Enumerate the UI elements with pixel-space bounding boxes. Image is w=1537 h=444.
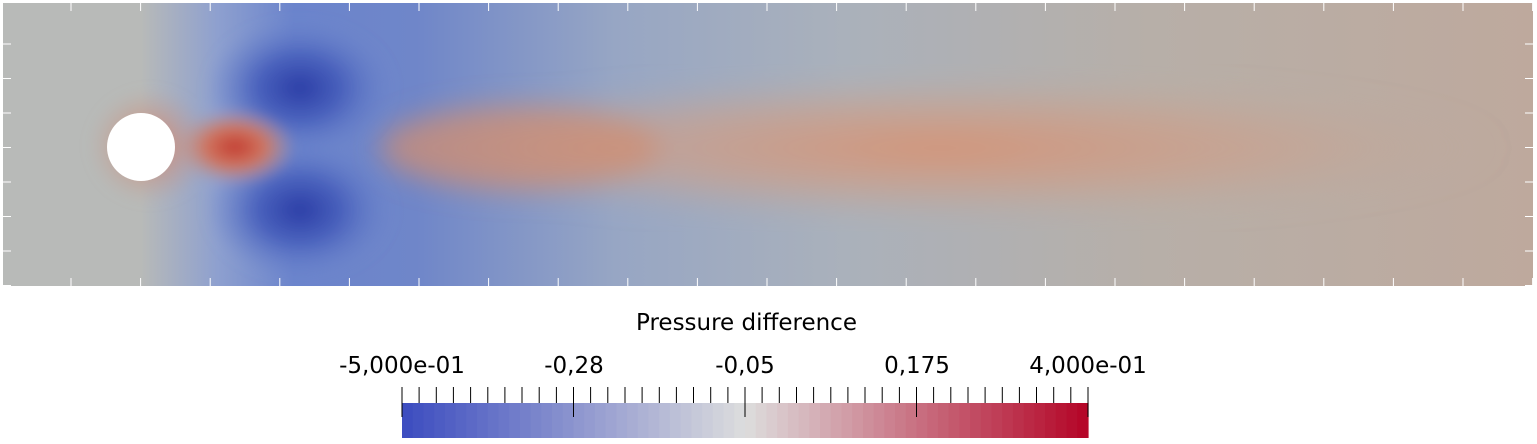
colorbar-segment xyxy=(734,403,746,438)
colorbar-segment xyxy=(1066,403,1078,438)
colorbar-segment xyxy=(916,403,928,438)
colorbar-segment xyxy=(477,403,489,438)
legend-tick-label: -5,000e-01 xyxy=(339,353,465,379)
colorbar-segment xyxy=(980,403,993,438)
colorbar-segment xyxy=(959,403,971,438)
colorbar-segment xyxy=(755,403,768,438)
colorbar-segment xyxy=(498,403,510,438)
colorbar-segment xyxy=(702,403,714,438)
colorbar-segment xyxy=(637,403,650,438)
colorbar-segment xyxy=(937,403,950,438)
colorbar-segment xyxy=(852,403,864,438)
colorbar-segment xyxy=(605,403,617,438)
colorbar-segment xyxy=(1045,403,1057,438)
colorbar-segment xyxy=(509,403,521,438)
pressure-field-plot xyxy=(3,3,1534,286)
colorbar-segment xyxy=(723,403,735,438)
colorbar-segment xyxy=(970,403,982,438)
colorbar-segment xyxy=(777,403,789,438)
colorbar-segment xyxy=(584,403,596,438)
colorbar-segment xyxy=(541,403,553,438)
colorbar-segment xyxy=(712,403,725,438)
colorbar-segment xyxy=(841,403,853,438)
colorbar-segment xyxy=(873,403,885,438)
colorbar-segment xyxy=(745,403,757,438)
colorbar-segment xyxy=(798,403,810,438)
colorbar-segment xyxy=(530,403,542,438)
colorbar-segment xyxy=(455,403,467,438)
colorbar-segment xyxy=(573,403,585,438)
colorbar-segment xyxy=(616,403,628,438)
legend-tick-label: -0,05 xyxy=(715,353,775,379)
colorbar-segment xyxy=(1055,403,1068,438)
legend-tick-label: 4,000e-01 xyxy=(1029,353,1147,379)
colorbar-segment xyxy=(830,403,843,438)
colorbar-segment xyxy=(423,403,435,438)
colorbar-segment xyxy=(809,403,821,438)
colorbar-segment xyxy=(487,403,500,438)
colorbar-segment xyxy=(627,403,639,438)
colorbar-segment xyxy=(895,403,907,438)
colorbar-segment xyxy=(1002,403,1014,438)
colorbar-segment xyxy=(862,403,875,438)
colorbar-segment xyxy=(787,403,800,438)
colorbar-segment xyxy=(434,403,446,438)
legend-title: Pressure difference xyxy=(636,310,857,336)
colorbar-segment xyxy=(444,403,457,438)
colorbar-segment xyxy=(519,403,532,438)
colorbar-segment xyxy=(905,403,918,438)
colorbar-segment xyxy=(562,403,575,438)
colorbar-segment xyxy=(402,403,414,438)
colorbar-segment xyxy=(927,403,939,438)
colorbar-segment xyxy=(820,403,832,438)
colorbar-segment xyxy=(1077,403,1089,438)
colorbar-segment xyxy=(1034,403,1046,438)
legend-tick-label: -0,28 xyxy=(544,353,604,379)
colorbar-segment xyxy=(1023,403,1036,438)
colorbar-segment xyxy=(669,403,682,438)
colorbar-segment xyxy=(691,403,703,438)
colorbar-segment xyxy=(648,403,660,438)
colorbar-segment xyxy=(991,403,1003,438)
colorbar-segment xyxy=(948,403,960,438)
colorbar-segment xyxy=(1012,403,1025,438)
cylinder-obstacle xyxy=(107,113,175,181)
colorbar-segment xyxy=(766,403,778,438)
colorbar-segment xyxy=(884,403,896,438)
colorbar-segment xyxy=(680,403,693,438)
colorbar-segment xyxy=(552,403,564,438)
colorbar-segment xyxy=(412,403,425,438)
legend-tick-label: 0,175 xyxy=(884,353,950,379)
colorbar-segment xyxy=(466,403,478,438)
colorbar-segment xyxy=(594,403,607,438)
colorbar-segment xyxy=(659,403,671,438)
